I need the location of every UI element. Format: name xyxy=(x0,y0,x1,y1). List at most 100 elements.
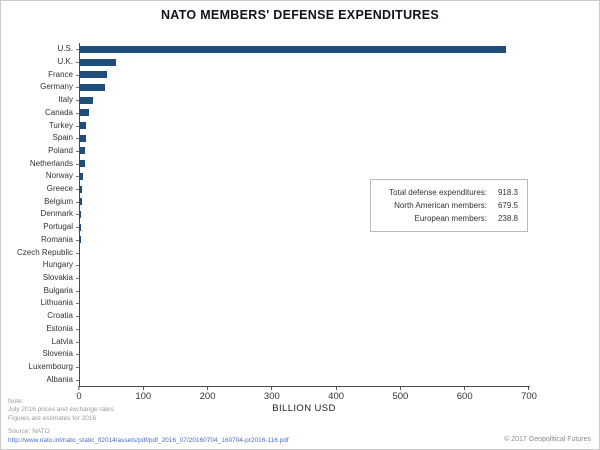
bar xyxy=(79,376,80,384)
bar-track xyxy=(76,145,529,158)
bar-row: Slovenia xyxy=(1,348,529,361)
bar-row: Netherlands xyxy=(1,157,529,170)
category-label: Turkey xyxy=(48,120,73,130)
x-tick-mark xyxy=(142,386,144,390)
bar-track xyxy=(76,246,529,259)
bar-row: Luxembourg xyxy=(1,361,529,374)
bar-track xyxy=(76,297,529,310)
bar xyxy=(79,58,116,66)
x-tick-label: 300 xyxy=(263,391,280,402)
bar-track xyxy=(76,157,529,170)
bar xyxy=(79,45,506,53)
x-tick-label: 0 xyxy=(76,391,82,402)
category-label: Slovakia xyxy=(42,273,73,282)
bar-row: Germany xyxy=(1,81,529,94)
source-label: Source: NATO xyxy=(8,428,50,436)
x-tick-mark xyxy=(207,386,209,390)
category-label: U.S. xyxy=(57,44,73,54)
x-tick: 400 xyxy=(328,386,344,402)
category-label: Canada xyxy=(44,107,73,117)
bar xyxy=(79,160,85,168)
x-tick-mark xyxy=(335,386,337,390)
category-label: Norway xyxy=(45,171,73,181)
copyright: © 2017 Geopolitical Futures xyxy=(504,436,591,443)
bar-track xyxy=(76,322,529,335)
bar-row: Norway xyxy=(1,170,529,183)
summary-value: 679.5 xyxy=(497,201,518,210)
bar-row: Denmark xyxy=(1,208,529,221)
summary-label: Total defense expenditures: xyxy=(389,188,487,197)
category-label: Albania xyxy=(46,374,73,384)
source-url: http://www.nato.int/nato_static_fl2014/a… xyxy=(8,436,289,444)
x-tick-label: 700 xyxy=(521,391,537,402)
bar-row: Czech Republic xyxy=(1,246,529,259)
bar-row: U.S. xyxy=(1,43,529,56)
summary-row: North American members: 679.5 xyxy=(380,199,518,212)
summary-value: 238.8 xyxy=(497,214,518,223)
bar xyxy=(79,312,80,320)
bar-row: Bulgaria xyxy=(1,284,529,297)
x-tick-label: 200 xyxy=(199,391,216,402)
bar xyxy=(79,249,81,257)
bar xyxy=(79,287,80,295)
bar-row: Croatia xyxy=(1,310,529,323)
x-tick: 700 xyxy=(521,386,537,402)
bar-track xyxy=(76,221,529,234)
bar-track xyxy=(76,335,529,348)
bar-track xyxy=(76,81,529,94)
x-tick-label: 500 xyxy=(392,391,409,402)
bar xyxy=(79,363,80,371)
bar-track xyxy=(76,234,529,247)
bar-row: Belgium xyxy=(1,195,529,208)
x-tick: 300 xyxy=(264,386,280,402)
x-tick-mark xyxy=(399,386,401,390)
summary-box: Total defense expenditures: 918.3 North … xyxy=(370,179,528,232)
bar-track xyxy=(76,195,529,208)
x-tick: 200 xyxy=(199,386,216,402)
bar-row: France xyxy=(1,68,529,81)
x-tick: 100 xyxy=(135,386,151,402)
summary-label: European members: xyxy=(414,214,487,223)
bar-track xyxy=(76,56,529,69)
bar-row: Albania xyxy=(1,373,529,386)
summary-value: 918.3 xyxy=(497,188,518,197)
bar xyxy=(79,96,94,104)
bar-track xyxy=(76,94,529,107)
bar-row: Canada xyxy=(1,107,529,120)
bar xyxy=(79,338,80,346)
x-axis-label: BILLION USD xyxy=(272,403,336,414)
bar-row: Turkey xyxy=(1,119,529,132)
x-tick-mark xyxy=(271,386,273,390)
category-label: Latvia xyxy=(51,336,73,346)
category-label: Estonia xyxy=(46,323,73,333)
bar-row: U.K. xyxy=(1,56,529,69)
category-label: Lithuania xyxy=(40,298,73,308)
x-tick-label: 100 xyxy=(135,391,152,402)
bar xyxy=(79,198,82,206)
category-label: U.K. xyxy=(57,57,73,67)
bar-track xyxy=(76,361,529,374)
bar-row: Poland xyxy=(1,145,529,158)
bar-track xyxy=(76,68,529,81)
chart-title: NATO MEMBERS' DEFENSE EXPENDITURES xyxy=(160,8,440,22)
bar xyxy=(79,274,80,282)
bar xyxy=(79,261,80,269)
bar xyxy=(79,71,108,79)
category-label: Italy xyxy=(58,95,73,105)
x-tick-mark xyxy=(78,386,80,390)
bar xyxy=(79,299,80,307)
bar-row: Spain xyxy=(1,132,529,145)
bar-row: Lithuania xyxy=(1,297,529,310)
category-label: Croatia xyxy=(47,311,73,321)
bar-track xyxy=(76,132,529,145)
bar-track xyxy=(76,348,529,361)
x-tick-mark xyxy=(464,386,466,390)
category-label: Germany xyxy=(40,82,73,92)
category-label: Belgium xyxy=(44,196,73,206)
bar-track xyxy=(76,43,529,56)
bar-rows: U.S. U.K. France Germany Italy Canada Turkey Sp… xyxy=(1,43,529,386)
x-axis-ticks: 0 100 200 300 400 500 600 700 xyxy=(76,386,537,404)
bar-track xyxy=(76,183,529,196)
category-label: Spain xyxy=(52,133,73,143)
